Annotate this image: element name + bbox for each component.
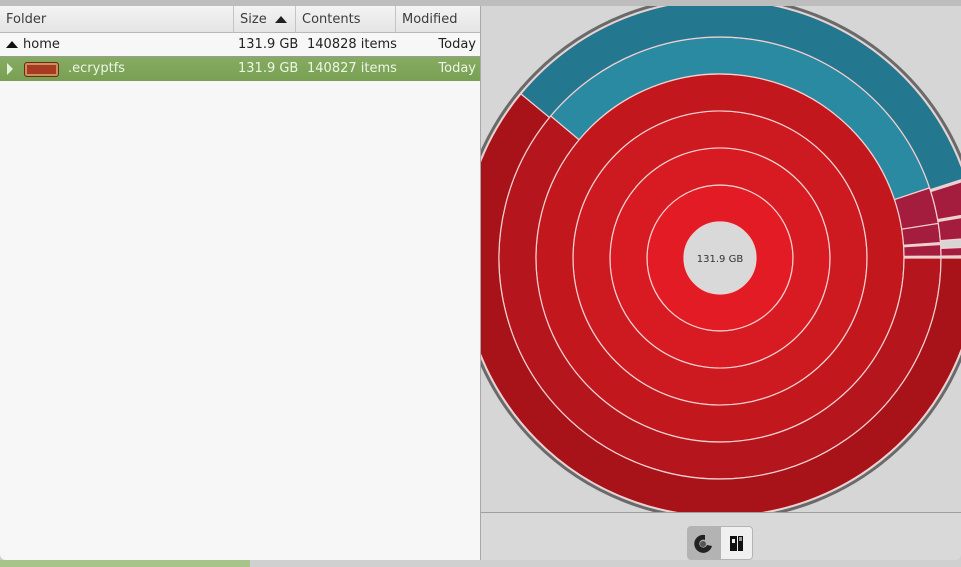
table-row-selected[interactable]: .ecryptfs 131.9 GB 140827 items Today — [0, 56, 480, 81]
folder-contents: 140827 items — [307, 61, 397, 76]
folder-contents: 140828 items — [307, 37, 397, 52]
column-contents[interactable]: Contents — [296, 6, 396, 33]
folder-name: home — [23, 37, 60, 52]
folder-size: 131.9 GB — [238, 61, 299, 76]
rings-chart-icon — [694, 534, 712, 553]
folder-size: 131.9 GB — [238, 37, 299, 52]
disk-usage-window: Folder Size Contents Modified home 131.9… — [0, 6, 961, 560]
folder-modified: Today — [438, 61, 476, 76]
column-modified[interactable]: Modified — [396, 6, 480, 33]
desktop-background — [0, 560, 961, 567]
treemap-chart-icon — [730, 536, 743, 551]
table-row[interactable]: home 131.9 GB 140828 items Today — [0, 33, 480, 57]
usage-bar — [24, 62, 59, 77]
column-folder[interactable]: Folder — [0, 6, 234, 33]
chart-segment[interactable] — [940, 246, 961, 257]
chart-area: 131.9 GB — [457, 6, 961, 521]
chart-segment[interactable] — [937, 215, 961, 242]
treemap-chart-button[interactable] — [720, 526, 753, 560]
collapse-arrow-icon[interactable] — [6, 41, 18, 48]
column-label: Modified — [402, 12, 458, 27]
column-size[interactable]: Size — [234, 6, 296, 33]
chart-center[interactable] — [684, 222, 756, 294]
chart-segment[interactable] — [520, 6, 961, 191]
column-label: Folder — [6, 12, 47, 27]
rings-chart-button[interactable] — [687, 526, 720, 560]
center-size-label: 131.9 GB — [697, 254, 744, 265]
column-label: Contents — [302, 12, 361, 27]
chart-segment[interactable] — [930, 180, 961, 221]
rings-chart[interactable]: 131.9 GB — [457, 6, 961, 521]
folder-tree[interactable]: Folder Size Contents Modified home 131.9… — [0, 6, 481, 560]
chart-segment[interactable] — [461, 93, 961, 517]
folder-name: .ecryptfs — [68, 61, 126, 76]
chart-segment[interactable] — [903, 243, 942, 257]
column-label: Size — [240, 12, 267, 27]
sort-ascending-icon — [275, 16, 287, 23]
chart-toolbar — [481, 512, 961, 560]
expand-arrow-icon[interactable] — [7, 63, 13, 75]
folder-modified: Today — [438, 37, 476, 52]
window-top-edge — [0, 0, 961, 6]
